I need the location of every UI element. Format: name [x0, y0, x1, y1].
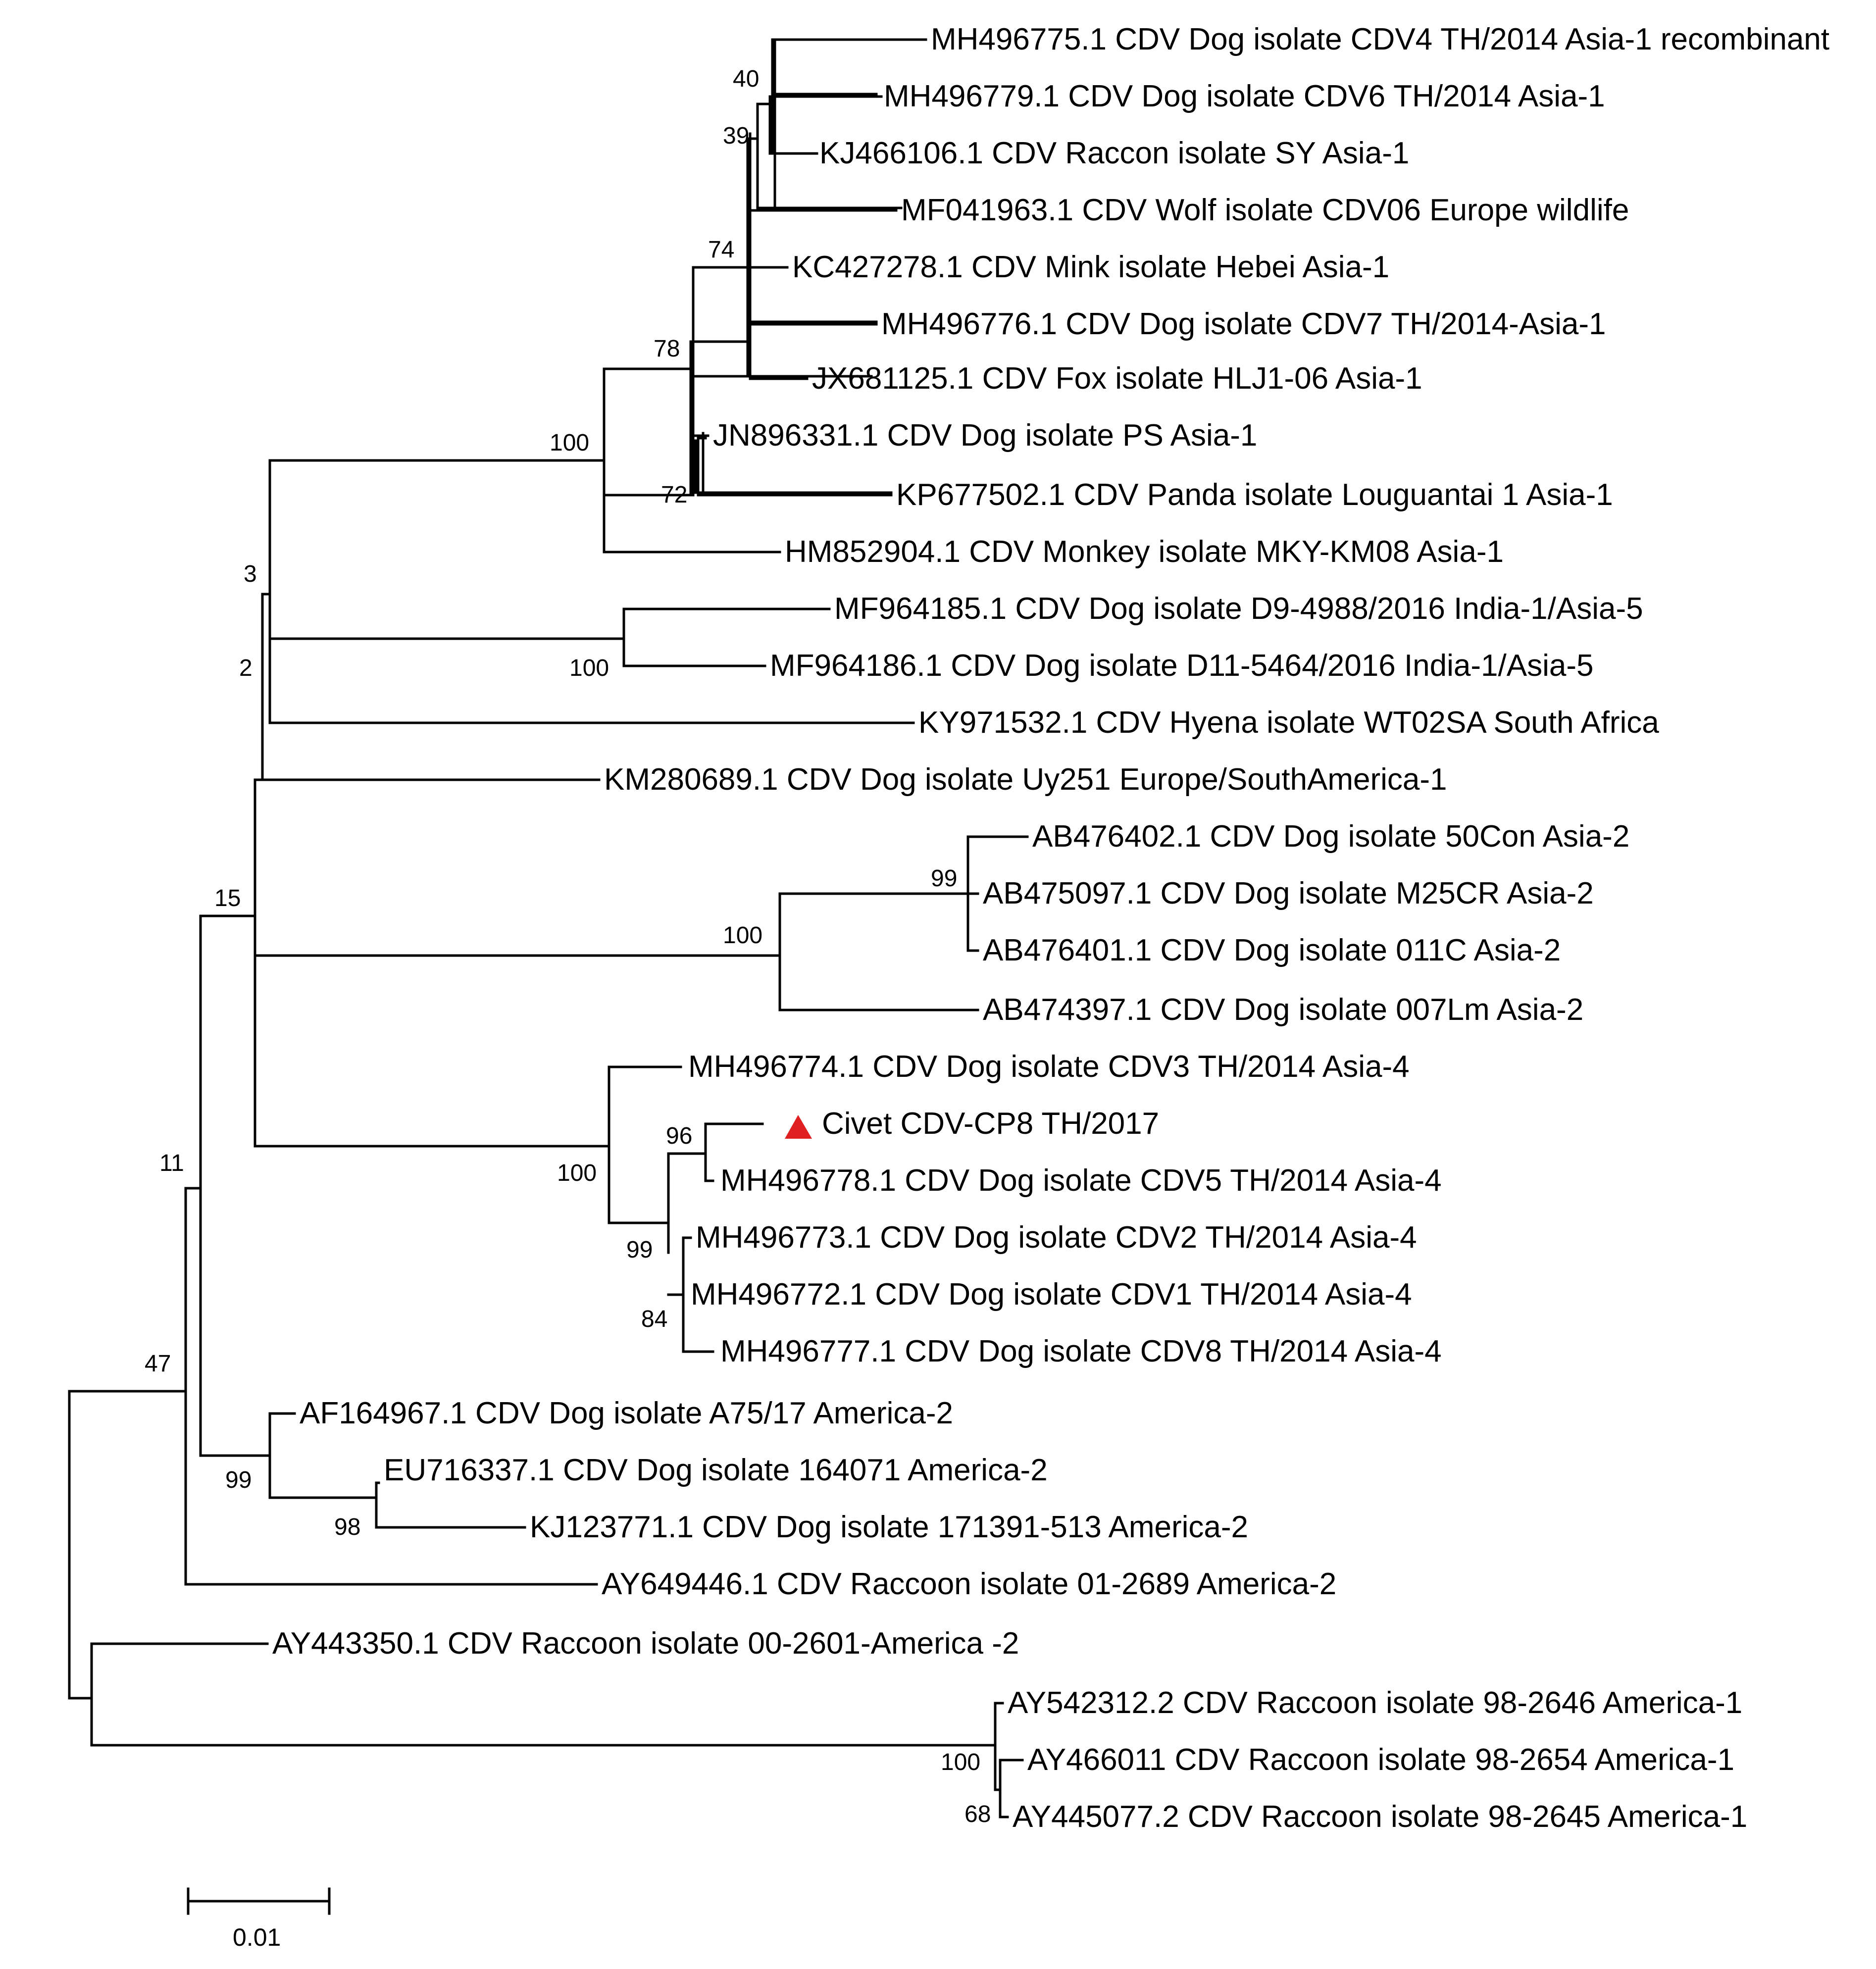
bootstrap-value: 78 [654, 336, 680, 362]
bootstrap-value: 3 [244, 561, 257, 587]
tip-label: KJ466106.1 CDV Raccon isolate SY Asia-1 [819, 136, 1409, 170]
tip-label: JN896331.1 CDV Dog isolate PS Asia-1 [713, 418, 1257, 453]
bootstrap-value: 40 [733, 66, 759, 92]
bootstrap-value: 99 [225, 1467, 252, 1493]
bootstrap-value: 100 [550, 430, 589, 456]
bootstrap-value: 47 [145, 1351, 171, 1377]
bootstrap-value: 39 [723, 123, 749, 149]
tree-branches [68, 38, 1029, 1915]
tip-label: AY542312.2 CDV Raccoon isolate 98-2646 A… [1008, 1686, 1742, 1720]
bootstrap-value: 15 [214, 885, 241, 911]
bootstrap-value: 100 [569, 655, 609, 681]
tip-label: KJ123771.1 CDV Dog isolate 171391-513 Am… [530, 1510, 1248, 1544]
tip-label: MH496772.1 CDV Dog isolate CDV1 TH/2014 … [691, 1277, 1412, 1312]
tip-label: AB475097.1 CDV Dog isolate M25CR Asia-2 [983, 876, 1594, 910]
tip-label: MH496773.1 CDV Dog isolate CDV2 TH/2014 … [696, 1220, 1417, 1255]
bootstrap-value: 74 [708, 237, 734, 263]
bootstrap-value: 2 [239, 655, 253, 681]
tip-label: AF164967.1 CDV Dog isolate A75/17 Americ… [300, 1396, 953, 1430]
tip-label: HM852904.1 CDV Monkey isolate MKY-KM08 A… [785, 535, 1504, 569]
bootstrap-value: 68 [964, 1801, 991, 1827]
tip-label: JX681125.1 CDV Fox isolate HLJ1-06 Asia-… [812, 361, 1422, 396]
tip-label: AB476401.1 CDV Dog isolate 011C Asia-2 [983, 933, 1561, 967]
scale-bar-label: 0.01 [233, 1923, 281, 1951]
tip-label: AY443350.1 CDV Raccoon isolate 00-2601-A… [272, 1626, 1019, 1661]
bootstrap-value: 98 [334, 1514, 360, 1540]
bootstrap-value: 100 [723, 922, 762, 949]
tip-label: MH496777.1 CDV Dog isolate CDV8 TH/2014 … [720, 1334, 1442, 1368]
bootstrap-values: 40 39 74 78 72 100 3 100 2 99 100 15 96 … [145, 66, 991, 1827]
tip-label: MH496776.1 CDV Dog isolate CDV7 TH/2014-… [881, 307, 1606, 341]
bootstrap-value: 96 [666, 1123, 692, 1149]
tip-label: AB476402.1 CDV Dog isolate 50Con Asia-2 [1032, 819, 1629, 854]
tip-label: AY445077.2 CDV Raccoon isolate 98-2645 A… [1013, 1800, 1747, 1834]
bootstrap-value: 99 [931, 865, 957, 892]
bootstrap-value: 72 [661, 482, 687, 508]
tip-label: EU716337.1 CDV Dog isolate 164071 Americ… [384, 1453, 1048, 1487]
tip-label: MF964185.1 CDV Dog isolate D9-4988/2016 … [834, 592, 1643, 626]
bootstrap-value: 11 [159, 1150, 184, 1176]
tip-labels: MH496775.1 CDV Dog isolate CDV4 TH/2014 … [272, 22, 1829, 1834]
tip-label: MH496774.1 CDV Dog isolate CDV3 TH/2014 … [688, 1050, 1410, 1084]
scale-bar: 0.01 [233, 1923, 281, 1951]
tip-label: MF041963.1 CDV Wolf isolate CDV06 Europe… [901, 193, 1629, 227]
tip-label: AY466011 CDV Raccoon isolate 98-2654 Ame… [1027, 1743, 1734, 1777]
tip-label-highlight: Civet CDV-CP8 TH/2017 [822, 1107, 1159, 1141]
tip-label: MH496775.1 CDV Dog isolate CDV4 TH/2014 … [931, 22, 1829, 56]
bootstrap-value: 100 [557, 1160, 597, 1186]
tip-label: KM280689.1 CDV Dog isolate Uy251 Europe/… [604, 762, 1447, 797]
tip-label: AB474397.1 CDV Dog isolate 007Lm Asia-2 [983, 993, 1583, 1027]
bootstrap-value: 84 [641, 1306, 667, 1332]
tip-label: AY649446.1 CDV Raccoon isolate 01-2689 A… [602, 1567, 1336, 1601]
tip-label: MF964186.1 CDV Dog isolate D11-5464/2016… [770, 649, 1594, 683]
tip-label: KY971532.1 CDV Hyena isolate WT02SA Sout… [918, 706, 1659, 740]
bootstrap-value: 99 [626, 1237, 653, 1263]
bootstrap-value: 100 [941, 1749, 980, 1775]
tip-label: KC427278.1 CDV Mink isolate Hebei Asia-1 [792, 250, 1389, 284]
tip-label: MH496779.1 CDV Dog isolate CDV6 TH/2014 … [884, 79, 1605, 113]
red-triangle-marker-icon [785, 1115, 812, 1139]
tip-label: MH496778.1 CDV Dog isolate CDV5 TH/2014 … [720, 1163, 1442, 1198]
tip-label: KP677502.1 CDV Panda isolate Louguantai … [896, 478, 1613, 512]
